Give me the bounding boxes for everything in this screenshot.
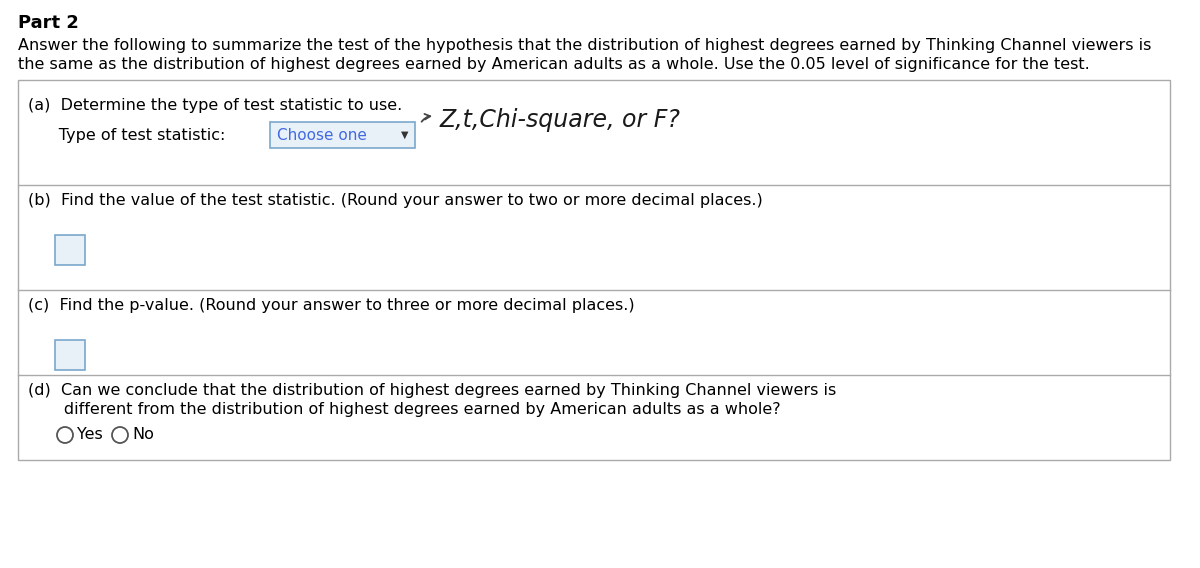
Text: Choose one: Choose one xyxy=(277,127,367,143)
Text: (b)  Find the value of the test statistic. (Round your answer to two or more dec: (b) Find the value of the test statistic… xyxy=(28,193,763,208)
Text: (c)  Find the p-value. (Round your answer to three or more decimal places.): (c) Find the p-value. (Round your answer… xyxy=(28,298,635,313)
Text: ▼: ▼ xyxy=(401,130,409,140)
Text: Yes: Yes xyxy=(77,427,103,442)
Text: Answer the following to summarize the test of the hypothesis that the distributi: Answer the following to summarize the te… xyxy=(18,38,1151,53)
Text: Z,t,Chi-square, or F?: Z,t,Chi-square, or F? xyxy=(440,108,680,132)
Bar xyxy=(55,235,85,265)
Text: different from the distribution of highest degrees earned by American adults as : different from the distribution of highe… xyxy=(28,402,781,417)
Bar xyxy=(270,122,415,148)
Text: Part 2: Part 2 xyxy=(18,14,79,32)
Text: the same as the distribution of highest degrees earned by American adults as a w: the same as the distribution of highest … xyxy=(18,57,1090,72)
Text: (a)  Determine the type of test statistic to use.: (a) Determine the type of test statistic… xyxy=(28,98,402,113)
Bar xyxy=(55,340,85,370)
Text: (d)  Can we conclude that the distribution of highest degrees earned by Thinking: (d) Can we conclude that the distributio… xyxy=(28,383,836,398)
Bar xyxy=(18,80,1170,460)
Text: No: No xyxy=(132,427,154,442)
Text: Type of test statistic:: Type of test statistic: xyxy=(28,128,226,143)
